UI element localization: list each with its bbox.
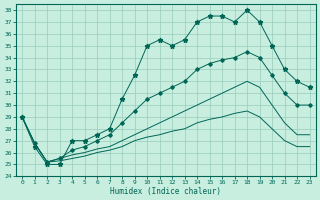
X-axis label: Humidex (Indice chaleur): Humidex (Indice chaleur) bbox=[110, 187, 221, 196]
